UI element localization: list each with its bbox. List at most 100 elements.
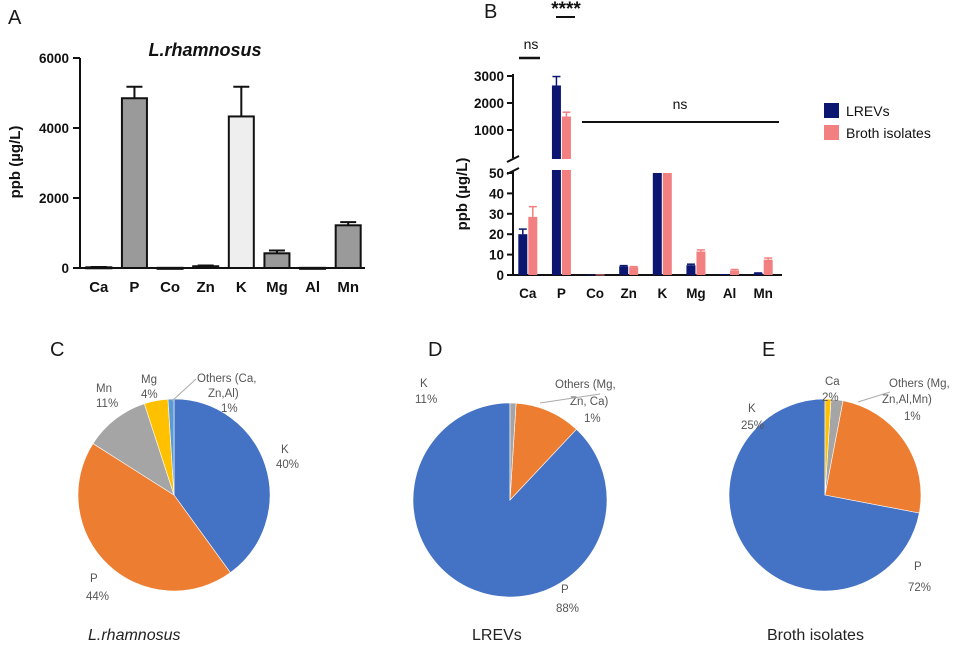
pie-e-label-ca: Ca (825, 376, 840, 388)
panel-b-ytick-label: 1000 (474, 123, 504, 138)
pie-e-caption: Broth isolates (767, 627, 864, 644)
panel-a-label: A (8, 7, 22, 29)
pie-d-label-k: K (420, 378, 428, 390)
pie-c-pct-mn: 11% (96, 398, 118, 410)
pie-c-label-mg: Mg (141, 374, 157, 386)
pie-slice-p (728, 398, 920, 592)
panel-b-axis-break-gap (550, 159, 562, 170)
pie-c-leader-line (171, 378, 197, 402)
panel-b-axis-break-mark (506, 167, 520, 175)
panel-b-bar-mn-broth (763, 259, 773, 275)
pie-d-pct-others: 1% (584, 413, 601, 425)
pie-slice-others (824, 398, 832, 496)
panel-e-label: E (762, 339, 775, 361)
pie-e-pct-p: 72% (908, 582, 931, 594)
panel-b-ytick-label: 50 (489, 166, 504, 181)
panel-b-bar-mg-broth (696, 251, 706, 275)
panel-b-label: B (484, 1, 497, 23)
panel-b-bar-zn-broth (629, 267, 639, 275)
panel-b-category-label: P (557, 286, 566, 301)
panel-b-bar-k-lrevs (652, 173, 662, 275)
panel-b-bar-k-broth (662, 173, 672, 275)
panel-b-ytick-label: 30 (489, 207, 504, 222)
panel-a-bar-co (156, 266, 184, 270)
panel-b-bar-co-lrevs (585, 274, 595, 276)
panel-b-bar-al-broth (730, 270, 740, 275)
pie-c-caption: L.rhamnosus (88, 627, 181, 644)
panel-b-category-label: Ca (519, 286, 537, 301)
pie-d-leader-line (539, 393, 601, 404)
panel-a-category-label: Mn (337, 279, 359, 296)
pie-d-label-others-1: Others (Mg, (555, 379, 616, 391)
panel-b-bar-al-lrevs (720, 273, 730, 275)
pie-e-pct-ca: 2% (822, 392, 839, 404)
panel-a-category-label: Ca (89, 279, 109, 296)
panel-b-category-label: Mn (753, 286, 773, 301)
legend-swatch-broth (824, 125, 839, 140)
panel-a-title: L.rhamnosus (148, 40, 261, 60)
panel-b-category-label: Zn (620, 286, 637, 301)
panel-a-bar-p (120, 97, 148, 269)
pie-d-caption: LREVs (472, 627, 522, 644)
panel-a-category-label: Al (305, 279, 320, 296)
pie-slice-p (77, 443, 231, 592)
pie-e-pct-k: 25% (741, 420, 764, 432)
pie-c-label-others-1: Others (Ca, (197, 373, 256, 385)
legend-label-broth: Broth isolates (846, 125, 931, 141)
pie-e-label-others-2: Zn,Al,Mn) (882, 394, 932, 406)
panel-a-ytick-label: 0 (61, 261, 69, 276)
panel-b-bar-mg-lrevs (686, 265, 696, 275)
panel-a-y-axis-title: ppb (µg/L) (7, 126, 24, 199)
panel-b-axis-break-mark (506, 155, 520, 163)
panel-b-ytick-label: 20 (489, 227, 504, 242)
panel-a-bar-mn (334, 224, 362, 270)
panel-b-bar-ca-broth (528, 216, 538, 275)
panel-a-ytick-label: 4000 (39, 121, 69, 136)
panel-c-label: C (50, 339, 64, 361)
pie-c-pct-k: 40% (276, 459, 299, 471)
sig-label-ca: ns (524, 36, 539, 52)
panel-b-bar-p-lrevs (551, 85, 561, 275)
pie-c-label-k: K (281, 444, 289, 456)
pie-e-label-others-1: Others (Mg, (889, 378, 950, 390)
pie-c-label-mn: Mn (96, 383, 112, 395)
panel-b-legend: LREVs Broth isolates (824, 103, 931, 141)
panel-a-bar-k (227, 115, 255, 269)
pie-c-pct-p: 44% (86, 591, 109, 603)
pie-d-pct-p: 88% (556, 603, 579, 615)
panel-b-bar-p-broth (561, 116, 571, 275)
panel-a-bar-mg (263, 252, 291, 270)
panel-b-category-label: Al (723, 286, 737, 301)
pie-d-label-others-2: Zn, Ca) (570, 396, 609, 408)
panel-b-ytick-label: 3000 (474, 69, 504, 84)
panel-b-category-label: Mg (686, 286, 706, 301)
panel-d-label: D (428, 339, 442, 361)
panel-a-category-label: Mg (266, 279, 288, 296)
panel-b-axis-break-gap (560, 159, 572, 170)
panel-b-y-axis-title: ppb (µg/L) (454, 158, 471, 231)
panel-b-ytick-label: 2000 (474, 96, 504, 111)
panel-b-ytick-label: 10 (489, 248, 504, 263)
panel-b-bar-co-broth (595, 274, 605, 276)
panel-d-pie-chart: D K 11% Others (Mg, Zn, Ca) 1% P 88% LRE… (412, 339, 616, 644)
panel-a-category-label: P (129, 279, 139, 296)
pie-c-pct-others: 1% (221, 403, 238, 415)
pie-e-leader-line (857, 391, 891, 403)
pie-e-label-k: K (748, 403, 756, 415)
pie-c-label-p: P (90, 573, 98, 585)
panel-a-ytick-label: 2000 (39, 191, 69, 206)
pie-d-pct-k: 11% (415, 394, 437, 406)
panel-a-bar-zn (192, 265, 220, 269)
legend-label-lrevs: LREVs (846, 103, 890, 119)
panel-a-bar-al (299, 266, 327, 270)
panel-a-category-label: K (236, 279, 247, 296)
pie-slice-k (173, 398, 271, 574)
panel-a-ytick-label: 6000 (39, 51, 69, 66)
panel-e-pie-chart: E Ca 2% Others (Mg, Zn,Al,Mn) 1% K 25% P… (728, 339, 950, 644)
pie-e-pct-others: 1% (904, 411, 921, 423)
panel-a-bar-chart: A L.rhamnosus ppb (µg/L) 0 2000 4000 6000 C… (7, 7, 365, 296)
panel-b-bar-zn-lrevs (619, 266, 629, 275)
panel-a-bar-ca (85, 266, 113, 270)
pie-d-label-p: P (561, 584, 569, 596)
